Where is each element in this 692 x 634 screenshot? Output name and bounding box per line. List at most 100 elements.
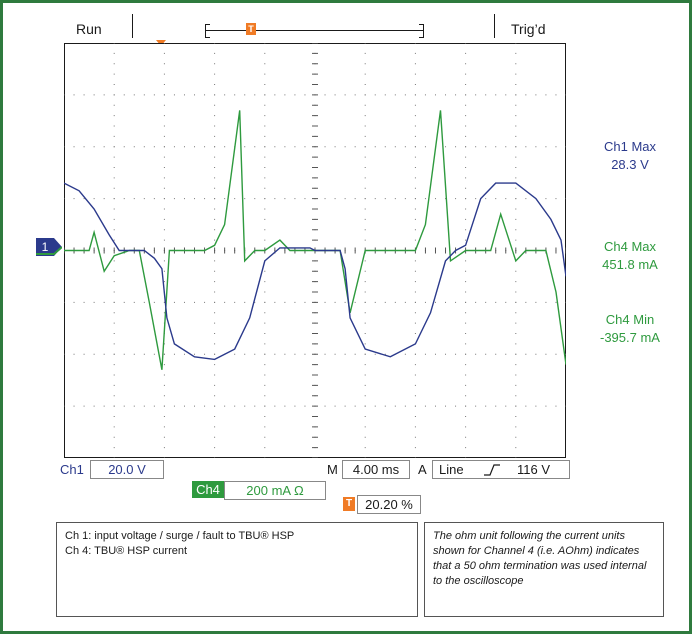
grid-dot — [123, 353, 125, 355]
grid-dot — [294, 405, 296, 407]
grid-dot — [163, 208, 165, 210]
grid-dot — [555, 94, 557, 96]
grid-dot — [465, 208, 467, 210]
grid-dot — [113, 156, 115, 158]
grid-dot — [535, 353, 537, 355]
grid-dot — [364, 353, 366, 355]
grid-dot — [214, 104, 216, 106]
grid-dot — [163, 312, 165, 314]
grid-dot — [465, 260, 467, 262]
grid-dot — [264, 457, 266, 458]
grid-dot — [163, 125, 165, 127]
grid-dot — [334, 198, 336, 200]
grid-dot — [434, 405, 436, 407]
grid-dot — [264, 333, 266, 334]
grid-dot — [103, 353, 105, 355]
grid-dot — [394, 405, 396, 407]
grid-dot — [364, 270, 366, 272]
grid-dot — [495, 353, 497, 355]
grid-dot — [64, 198, 65, 200]
grid-dot — [93, 301, 95, 303]
grid-dot — [414, 447, 416, 449]
ch4-scale[interactable]: 200 mA Ω — [224, 481, 326, 500]
grid-dot — [214, 447, 216, 449]
grid-dot — [465, 125, 467, 127]
grid-dot — [515, 177, 517, 179]
grid-dot — [204, 198, 206, 200]
grid-dot — [414, 84, 416, 85]
grid-dot — [194, 301, 196, 303]
grid-dot — [414, 281, 416, 283]
grid-dot — [414, 364, 416, 366]
grid-dot — [364, 198, 366, 200]
grid-dot — [73, 198, 75, 200]
grid-dot — [264, 229, 266, 231]
grid-dot — [143, 146, 145, 148]
grid-dot — [113, 384, 115, 386]
ch1-trace — [64, 182, 566, 361]
svg-text:1: 1 — [42, 240, 49, 254]
timebase[interactable]: 4.00 ms — [342, 460, 410, 479]
status-divider-left — [132, 14, 133, 38]
ch1-ground-marker[interactable]: 1 — [36, 238, 63, 256]
grid-dot — [565, 146, 566, 148]
grid-dot — [364, 322, 366, 324]
grid-dot — [73, 146, 75, 148]
grid-dot — [143, 405, 145, 407]
ch1-scale[interactable]: 20.0 V — [90, 460, 164, 479]
grid-dot — [505, 405, 507, 407]
grid-dot — [515, 322, 517, 324]
grid-dot — [214, 84, 216, 85]
grid-dot — [475, 198, 477, 200]
grid-dot — [113, 447, 115, 449]
grid-dot — [214, 73, 216, 75]
grid-dot — [214, 374, 216, 376]
grid-dot — [264, 322, 266, 324]
grid-dot — [414, 301, 416, 303]
trigger-settings[interactable]: Line 116 V — [432, 460, 570, 479]
grid-dot — [163, 436, 165, 438]
grid-dot — [515, 374, 517, 376]
grid-dot — [93, 198, 95, 200]
grid-dot — [153, 94, 155, 96]
grid-dot — [364, 281, 366, 283]
grid-dot — [364, 291, 366, 293]
grid-dot — [465, 218, 467, 220]
grid-dot — [264, 115, 266, 117]
grid-dot — [515, 457, 517, 458]
grid-dot — [414, 457, 416, 458]
grid-dot — [414, 218, 416, 220]
grid-dot — [465, 364, 467, 366]
grid-dot — [284, 353, 286, 355]
grid-dot — [214, 395, 216, 397]
grid-dot — [264, 374, 266, 376]
grid-dot — [364, 457, 366, 458]
grid-dot — [284, 405, 286, 407]
grid-dot — [64, 94, 65, 96]
trigger-position[interactable]: 20.20 % — [357, 495, 421, 514]
grid-dot — [394, 94, 396, 96]
grid-dot — [515, 353, 517, 355]
grid-dot — [364, 104, 366, 106]
grid-dot — [113, 333, 115, 334]
grid-dot — [73, 405, 75, 407]
waveform-display[interactable] — [64, 43, 566, 458]
grid-dot — [163, 416, 165, 417]
grid-dot — [565, 405, 566, 407]
grid-dot — [414, 73, 416, 75]
ch1-max-value: 28.3 V — [611, 157, 649, 172]
grid-dot — [224, 405, 226, 407]
grid-dot — [424, 301, 426, 303]
grid-dot — [183, 405, 185, 407]
grid-dot — [364, 218, 366, 220]
grid-dot — [83, 94, 85, 96]
channel-notes: Ch 1: input voltage / surge / fault to T… — [56, 522, 418, 617]
grid-dot — [284, 146, 286, 148]
grid-dot — [133, 94, 135, 96]
grid-dot — [83, 301, 85, 303]
grid-dot — [284, 301, 286, 303]
grid-dot — [364, 416, 366, 417]
grid-dot — [515, 416, 517, 417]
grid-dot — [465, 167, 467, 168]
grid-dot — [264, 405, 266, 407]
